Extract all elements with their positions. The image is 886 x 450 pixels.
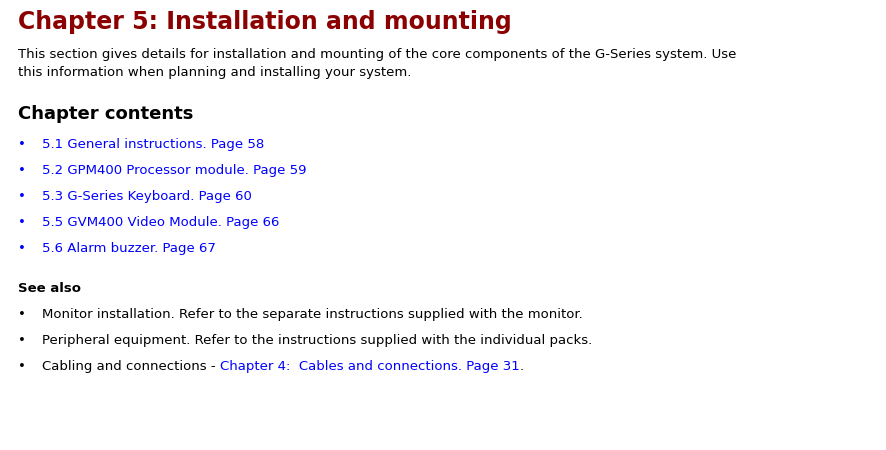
Text: This section gives details for installation and mounting of the core components : This section gives details for installat…: [18, 48, 736, 79]
Text: •: •: [18, 138, 26, 151]
Text: •: •: [18, 190, 26, 203]
Text: •: •: [18, 360, 26, 373]
Text: 5.3 G-Series Keyboard. Page 60: 5.3 G-Series Keyboard. Page 60: [42, 190, 252, 203]
Text: Cabling and connections -: Cabling and connections -: [42, 360, 220, 373]
Text: Monitor installation. Refer to the separate instructions supplied with the monit: Monitor installation. Refer to the separ…: [42, 308, 583, 321]
Text: See also: See also: [18, 282, 81, 295]
Text: 5.2 GPM400 Processor module. Page 59: 5.2 GPM400 Processor module. Page 59: [42, 164, 307, 177]
Text: .: .: [519, 360, 524, 373]
Text: 5.1 General instructions. Page 58: 5.1 General instructions. Page 58: [42, 138, 264, 151]
Text: Chapter 5: Installation and mounting: Chapter 5: Installation and mounting: [18, 10, 512, 34]
Text: •: •: [18, 242, 26, 255]
Text: 5.5 GVM400 Video Module. Page 66: 5.5 GVM400 Video Module. Page 66: [42, 216, 279, 229]
Text: •: •: [18, 216, 26, 229]
Text: 5.6 Alarm buzzer. Page 67: 5.6 Alarm buzzer. Page 67: [42, 242, 216, 255]
Text: Chapter contents: Chapter contents: [18, 105, 193, 123]
Text: Peripheral equipment. Refer to the instructions supplied with the individual pac: Peripheral equipment. Refer to the instr…: [42, 334, 592, 347]
Text: •: •: [18, 164, 26, 177]
Text: •: •: [18, 334, 26, 347]
Text: Chapter 4:  Cables and connections. Page 31: Chapter 4: Cables and connections. Page …: [220, 360, 519, 373]
Text: •: •: [18, 308, 26, 321]
